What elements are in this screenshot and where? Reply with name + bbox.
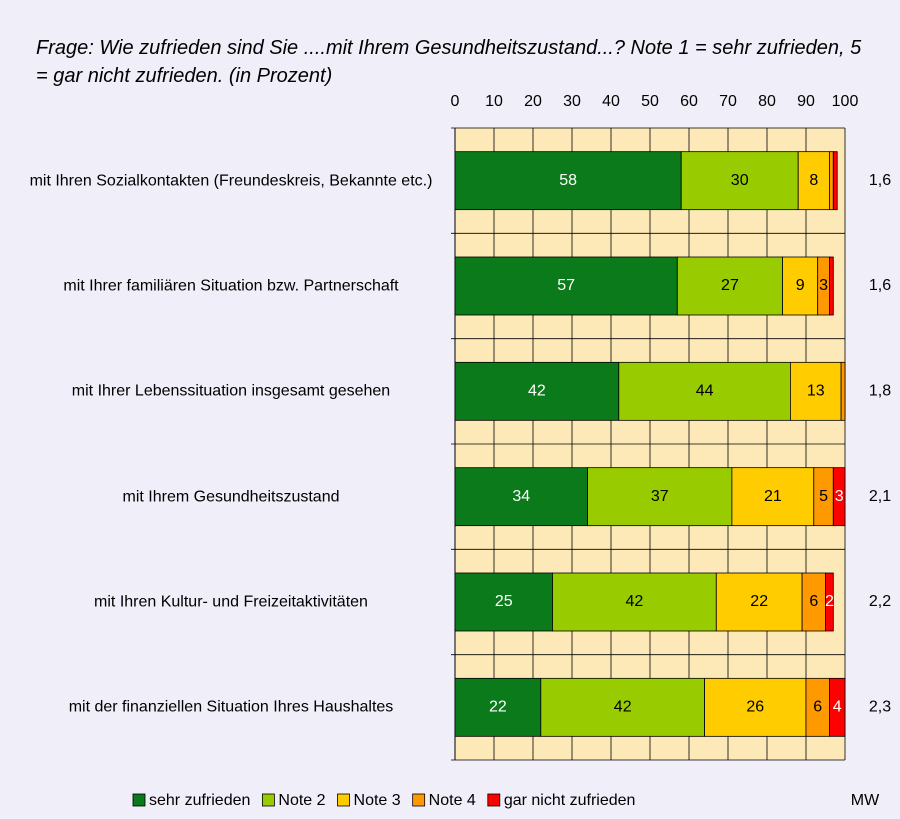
x-tick-label: 100 xyxy=(832,93,859,110)
bar-segment xyxy=(618,361,791,421)
legend-label: sehr zufrieden xyxy=(149,792,250,809)
data-label: 58 xyxy=(559,172,577,189)
mw-label: MW xyxy=(851,792,880,809)
data-label: 6 xyxy=(813,699,822,716)
bar-segment xyxy=(454,677,542,737)
category-label: mit der finanziellen Situation Ihres Hau… xyxy=(68,698,394,716)
data-label: 57 xyxy=(557,277,575,294)
x-tick-label: 0 xyxy=(451,93,460,110)
mw-value: 2,1 xyxy=(869,488,891,505)
x-tick-label: 70 xyxy=(719,93,737,110)
bar-segment xyxy=(587,467,733,527)
mw-value: 1,6 xyxy=(869,277,891,294)
mw-value: 2,3 xyxy=(869,699,891,716)
x-tick-label: 80 xyxy=(758,93,776,110)
mw-value: 2,2 xyxy=(869,593,891,610)
data-label: 22 xyxy=(489,699,507,716)
bar-segment xyxy=(782,256,819,316)
data-label: 34 xyxy=(512,488,530,505)
data-label: 3 xyxy=(835,488,844,505)
bar-segment xyxy=(825,572,834,632)
data-label: 42 xyxy=(528,383,546,400)
bar-segment xyxy=(540,677,705,737)
bar-segment xyxy=(832,467,846,527)
bar-segment xyxy=(829,677,846,737)
legend-swatch xyxy=(412,793,426,807)
bar-segment xyxy=(676,256,783,316)
data-label: 5 xyxy=(819,488,828,505)
bar-segment xyxy=(704,677,807,737)
bar-segment xyxy=(790,361,842,421)
bar-segment xyxy=(731,467,815,527)
bar-segment xyxy=(552,572,717,632)
legend-label: Note 3 xyxy=(354,792,401,809)
legend-label: gar nicht zufrieden xyxy=(504,792,636,809)
x-tick-label: 40 xyxy=(602,93,620,110)
data-label: 3 xyxy=(819,277,828,294)
bar-segment xyxy=(832,151,838,211)
bar-segment xyxy=(680,151,799,211)
data-label: 42 xyxy=(626,593,644,610)
mw-value: 1,6 xyxy=(869,172,891,189)
legend-label: Note 2 xyxy=(278,792,325,809)
data-label: 6 xyxy=(809,593,818,610)
data-label: 42 xyxy=(614,699,632,716)
bar-segment xyxy=(829,151,834,211)
category-label: mit Ihrer Lebenssituation insgesamt gese… xyxy=(71,382,391,400)
category-label: mit Ihren Kultur- und Freizeitaktivitäte… xyxy=(94,593,368,611)
data-label: 4 xyxy=(833,699,842,716)
bar-segment xyxy=(840,361,846,421)
data-label: 44 xyxy=(696,383,714,400)
data-label: 21 xyxy=(764,488,782,505)
data-label: 22 xyxy=(750,593,768,610)
legend-swatch xyxy=(337,793,350,807)
data-label: 13 xyxy=(807,383,825,400)
mw-value: 1,8 xyxy=(869,383,891,400)
bar-segment xyxy=(454,467,589,527)
data-label: 26 xyxy=(746,699,764,716)
x-tick-label: 10 xyxy=(485,93,503,110)
data-label: 30 xyxy=(731,172,749,189)
x-tick-label: 30 xyxy=(563,93,581,110)
legend-label: Note 4 xyxy=(429,792,476,809)
x-tick-label: 90 xyxy=(797,93,815,110)
x-tick-label: 20 xyxy=(524,93,542,110)
bar-segment xyxy=(454,151,682,211)
data-label: 9 xyxy=(796,277,805,294)
data-label: 2 xyxy=(825,593,834,610)
category-label: mit Ihren Sozialkontakten (Freundeskreis… xyxy=(29,172,433,190)
bar-segment xyxy=(454,256,678,316)
bar-segment xyxy=(454,361,620,421)
data-label: 37 xyxy=(651,488,669,505)
chart-title: Frage: Wie zufrieden sind Sie ....mit Ih… xyxy=(36,37,862,87)
data-label: 27 xyxy=(721,277,739,294)
x-tick-label: 60 xyxy=(680,93,698,110)
category-label: mit Ihrer familiären Situation bzw. Part… xyxy=(63,277,399,295)
legend-swatch xyxy=(261,793,275,807)
bar-segment xyxy=(454,572,553,632)
category-label: mit Ihrem Gesundheitszustand xyxy=(122,488,340,506)
bar-segment xyxy=(829,256,834,316)
x-tick-label: 50 xyxy=(641,93,659,110)
data-label: 8 xyxy=(809,172,818,189)
legend-swatch xyxy=(487,793,501,807)
data-label: 25 xyxy=(495,593,513,610)
legend-swatch xyxy=(132,793,146,807)
